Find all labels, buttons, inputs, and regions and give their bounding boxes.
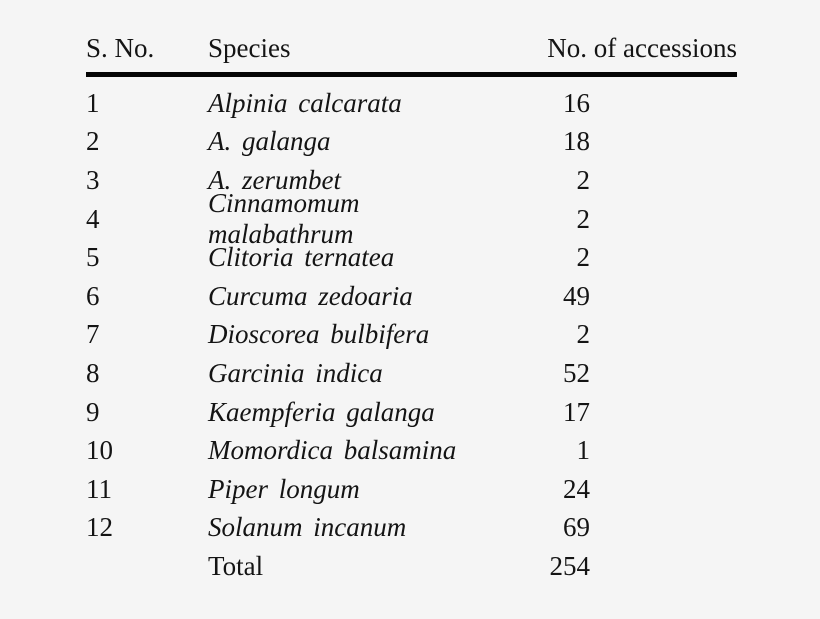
table-row: 8 Garcinia indica 52 <box>86 354 737 393</box>
row-sno: 3 <box>86 164 100 195</box>
row-sno: 1 <box>86 87 100 118</box>
table-row: 5 Clitoria ternatea 2 <box>86 238 737 277</box>
row-accessions: 2 <box>576 242 591 273</box>
header-accessions: No. of accessions <box>547 33 737 63</box>
table-row: 2 A. galanga 18 <box>86 123 737 162</box>
row-accessions: 16 <box>563 87 590 118</box>
row-sno: 9 <box>86 396 100 427</box>
row-species: Alpinia calcarata <box>208 87 402 118</box>
table-row: 10 Momordica balsamina 1 <box>86 431 737 470</box>
row-sno: 12 <box>86 512 113 543</box>
table-row: 3 A. zerumbet 2 <box>86 161 737 200</box>
row-accessions: 2 <box>576 203 591 234</box>
table-row: 4 Cinnamomum malabathrum 2 <box>86 188 737 249</box>
row-accessions: 17 <box>563 396 590 427</box>
table-body: 1 Alpinia calcarata 16 2 A. galanga 18 3… <box>86 77 737 586</box>
table-header-row: S. No. Species No. of accessions <box>86 27 737 70</box>
row-species: Clitoria ternatea <box>208 242 395 273</box>
accessions-table: S. No. Species No. of accessions 1 Alpin… <box>86 27 737 586</box>
table-total-row: Total 254 <box>86 547 737 586</box>
row-species: Kaempferia galanga <box>208 396 435 427</box>
header-rule <box>86 72 737 77</box>
row-accessions: 24 <box>563 473 590 504</box>
row-accessions: 1 <box>576 435 591 466</box>
table-row: 7 Dioscorea bulbifera 2 <box>86 316 737 355</box>
header-species: Species <box>208 33 291 63</box>
row-sno: 10 <box>86 435 113 466</box>
row-sno: 8 <box>86 357 100 388</box>
total-accessions: 254 <box>549 550 591 581</box>
table-row: 11 Piper longum 24 <box>86 470 737 509</box>
row-accessions: 2 <box>576 164 591 195</box>
row-sno: 6 <box>86 280 100 311</box>
row-species: Momordica balsamina <box>208 435 457 466</box>
row-sno: 5 <box>86 242 100 273</box>
row-sno: 7 <box>86 319 100 350</box>
table-row: 6 Curcuma zedoaria 49 <box>86 277 737 316</box>
row-accessions: 49 <box>563 280 590 311</box>
row-sno: 2 <box>86 126 100 157</box>
table-row: 1 Alpinia calcarata 16 <box>86 84 737 123</box>
row-accessions: 52 <box>563 357 590 388</box>
row-sno: 4 <box>86 203 100 234</box>
row-species: Piper longum <box>208 473 360 504</box>
row-species: Garcinia indica <box>208 357 383 388</box>
header-sno: S. No. <box>86 33 155 63</box>
row-species: A. galanga <box>208 126 331 157</box>
row-species: Cinnamomum malabathrum <box>208 188 360 250</box>
row-species: Curcuma zedoaria <box>208 280 413 311</box>
row-sno: 11 <box>86 473 112 504</box>
row-accessions: 69 <box>563 512 590 543</box>
row-species: Solanum incanum <box>208 512 407 543</box>
total-label: Total <box>208 550 264 581</box>
row-species: Dioscorea bulbifera <box>208 319 430 350</box>
table-row: 12 Solanum incanum 69 <box>86 509 737 548</box>
row-species: A. zerumbet <box>208 164 341 195</box>
table-row: 9 Kaempferia galanga 17 <box>86 393 737 432</box>
row-accessions: 18 <box>563 126 590 157</box>
row-accessions: 2 <box>576 319 591 350</box>
